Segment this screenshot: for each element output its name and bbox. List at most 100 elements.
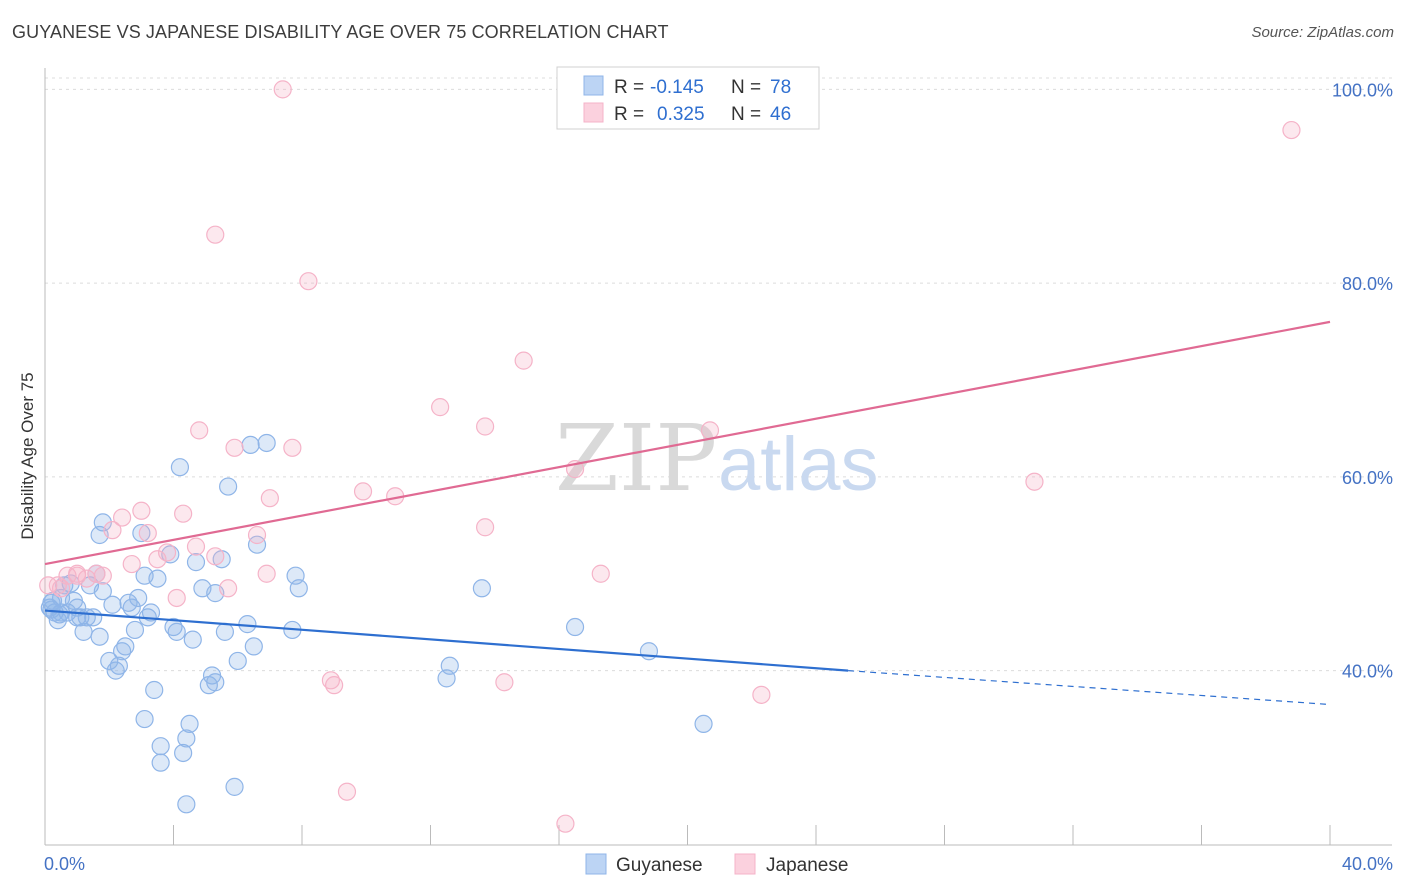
japanese-point — [122, 554, 141, 574]
japanese-point — [257, 564, 276, 583]
guyanese-point — [164, 617, 183, 637]
x-tick-label: 0.0% — [44, 854, 85, 874]
japanese-point — [431, 398, 450, 417]
legend-r-value-1: -0.145 — [650, 77, 704, 98]
guyanese-point — [132, 523, 151, 543]
japanese-point — [1025, 472, 1044, 491]
japanese-trend-line — [44, 320, 1331, 566]
guyanese-point — [103, 595, 122, 614]
guyanese-point — [257, 433, 276, 453]
y-axis-title: Disability Age Over 75 — [18, 372, 37, 539]
japanese-point — [700, 421, 720, 440]
japanese-point — [591, 564, 610, 583]
chart-source: Source: ZipAtlas.com — [1251, 24, 1394, 41]
guyanese-point — [228, 651, 247, 671]
japanese-point — [337, 782, 357, 801]
japanese-point — [283, 438, 302, 457]
japanese-point — [68, 564, 87, 583]
japanese-point — [325, 676, 344, 695]
japanese-point — [1282, 120, 1301, 140]
legend-r-value-2: 0.325 — [657, 104, 705, 125]
japanese-point — [206, 225, 225, 244]
guyanese-point — [247, 535, 267, 554]
guyanese-point — [116, 637, 135, 656]
guyanese-point — [141, 603, 161, 622]
japanese-point — [174, 504, 193, 523]
y-tick-label: 40.0% — [1342, 662, 1393, 682]
japanese-point — [476, 417, 495, 436]
guyanese-point — [206, 673, 225, 692]
guyanese-point — [90, 627, 109, 646]
y-tick-label: 80.0% — [1342, 274, 1393, 294]
guyanese-point — [151, 737, 170, 756]
guyanese-point — [174, 743, 193, 763]
guyanese-point — [565, 617, 585, 637]
guyanese-point — [145, 680, 164, 700]
legend-n-label-1: N = — [731, 77, 761, 98]
guyanese-point — [135, 709, 154, 729]
guyanese-point — [106, 661, 125, 680]
japanese-point — [495, 673, 514, 692]
guyanese-point — [119, 593, 138, 612]
chart-title: GUYANESE VS JAPANESE DISABILITY AGE OVER… — [12, 22, 669, 42]
guyanese-point — [151, 753, 170, 772]
japanese-point — [247, 525, 267, 545]
guyanese-point — [84, 608, 103, 627]
legend-swatch-guyanese — [583, 75, 604, 96]
guyanese-point — [472, 579, 491, 598]
guyanese-point — [180, 714, 199, 734]
japanese-point — [167, 588, 186, 608]
bottom-legend-japanese: Japanese — [766, 855, 848, 876]
legend-r-label-2: R = — [614, 104, 644, 125]
japanese-point — [206, 547, 225, 566]
scatter-points — [39, 80, 1301, 833]
legend-n-label-2: N = — [731, 104, 761, 125]
bottom-legend-swatch-guyanese — [585, 853, 607, 875]
guyanese-point — [148, 569, 167, 588]
japanese-point — [476, 518, 495, 537]
guyanese-point — [100, 651, 119, 671]
guyanese-point — [109, 656, 128, 675]
guyanese-point — [68, 608, 87, 627]
guyanese-point — [244, 637, 263, 656]
guyanese-point — [289, 579, 308, 598]
japanese-point — [87, 564, 106, 583]
legend-n-value-1: 78 — [770, 77, 791, 98]
japanese-point — [190, 421, 209, 440]
legend-box: R = -0.145 N = 78 R = 0.325 N = 46 — [556, 66, 820, 130]
legend-r-label-1: R = — [614, 77, 644, 98]
guyanese-point — [170, 458, 190, 477]
japanese-point — [514, 351, 533, 370]
japanese-point — [752, 685, 771, 704]
japanese-point — [556, 814, 575, 833]
japanese-point — [148, 550, 167, 569]
japanese-point — [219, 579, 238, 598]
guyanese-point — [93, 582, 112, 601]
guyanese-point — [215, 622, 234, 641]
bottom-legend-guyanese: Guyanese — [616, 855, 703, 876]
axes — [44, 68, 1392, 846]
bottom-legend: Guyanese Japanese — [585, 853, 848, 876]
guyanese-point — [125, 620, 145, 640]
guyanese-point — [50, 605, 69, 624]
guyanese-point — [183, 630, 202, 649]
guyanese-point — [225, 777, 244, 796]
guyanese-point — [694, 714, 713, 734]
japanese-point — [112, 508, 132, 527]
guyanese-trend-line — [44, 609, 849, 672]
watermark-zip: ZIP — [555, 405, 717, 512]
tick-labels: 40.0% 60.0% 80.0% 100.0% 0.0% 40.0% — [44, 80, 1393, 874]
x-tick-label: 40.0% — [1342, 854, 1393, 874]
japanese-point — [48, 576, 67, 595]
y-tick-label: 60.0% — [1342, 468, 1393, 488]
japanese-point — [321, 671, 341, 690]
japanese-point — [273, 80, 292, 99]
guyanese-point — [112, 642, 132, 661]
japanese-point — [225, 438, 244, 457]
japanese-point — [299, 272, 318, 291]
japanese-point — [103, 521, 122, 540]
guyanese-point — [177, 795, 196, 814]
japanese-point — [186, 537, 206, 556]
legend-swatch-japanese — [583, 102, 604, 123]
